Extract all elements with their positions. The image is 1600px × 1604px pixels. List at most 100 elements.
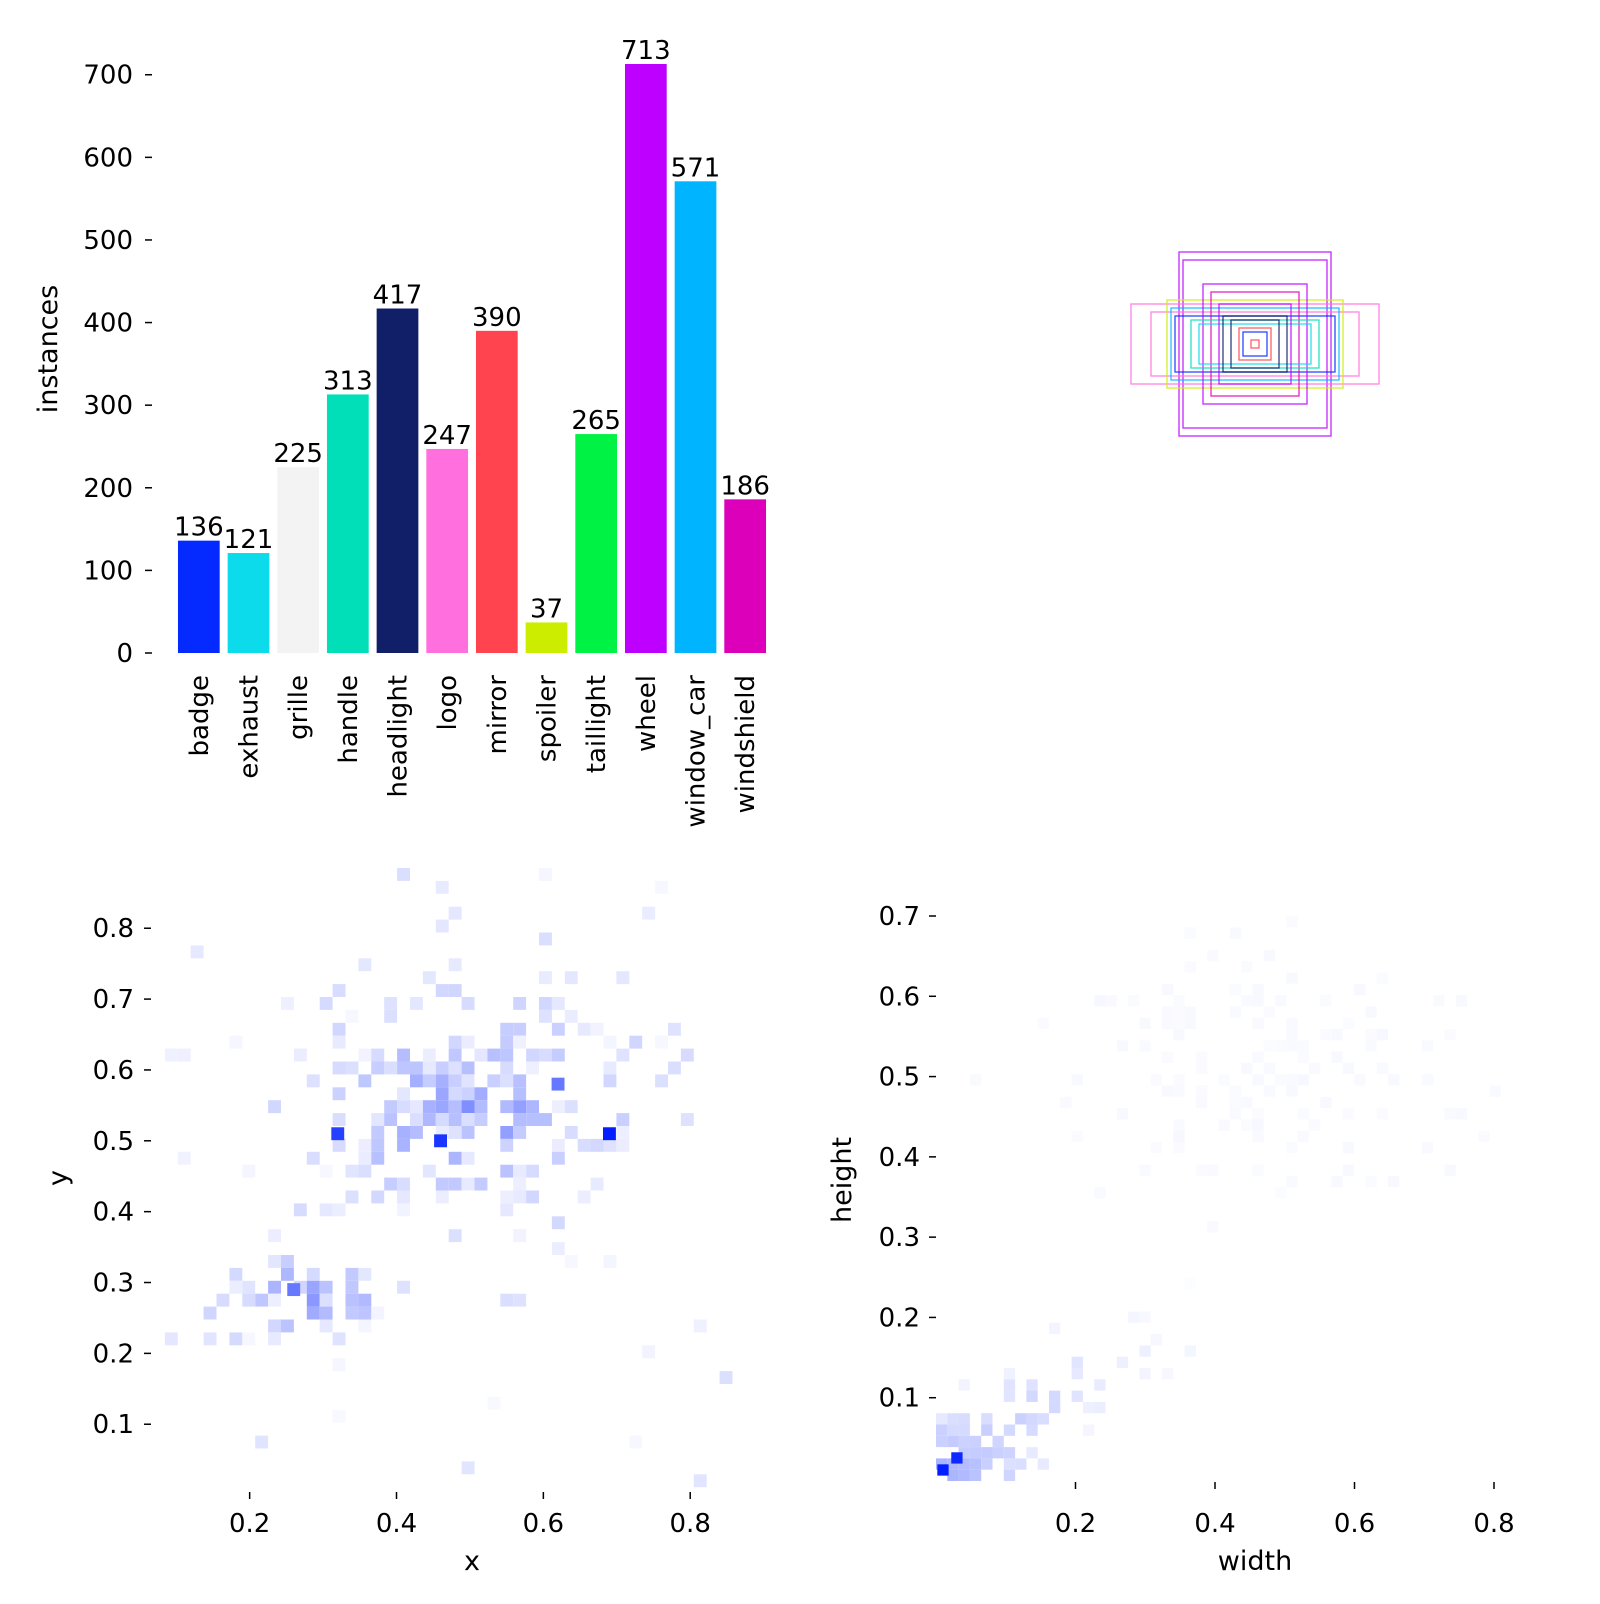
heatmap-cell bbox=[434, 1134, 448, 1148]
heatmap-cell bbox=[1071, 1130, 1083, 1142]
heatmap-cell bbox=[1162, 1017, 1174, 1029]
bar-category-label: window_car bbox=[682, 675, 712, 828]
heatmap-cell bbox=[1286, 1040, 1298, 1052]
heatmap-cell bbox=[448, 984, 462, 997]
heatmap-cell bbox=[1139, 1164, 1151, 1176]
bar-category-label: taillight bbox=[582, 675, 612, 773]
xy-heatmap-ytick-label: 0.4 bbox=[93, 1198, 134, 1228]
heatmap-cell bbox=[345, 1267, 359, 1281]
heatmap-cell bbox=[500, 1126, 514, 1139]
heatmap-cell bbox=[281, 1319, 294, 1333]
heatmap-cell bbox=[371, 1151, 385, 1165]
heatmap-cell bbox=[358, 1074, 372, 1088]
heatmap-cell bbox=[203, 1332, 217, 1346]
heatmap-cell bbox=[500, 1164, 514, 1178]
wh-heatmap-ytick-label: 0.5 bbox=[879, 1063, 920, 1093]
heatmap-cell bbox=[958, 1435, 970, 1448]
xy-heatmap-ylabel: y bbox=[43, 1170, 74, 1186]
heatmap-cell bbox=[422, 1074, 436, 1088]
heatmap-cell bbox=[551, 1022, 565, 1036]
heatmap-cell bbox=[629, 1435, 643, 1449]
heatmap-cell bbox=[577, 1022, 591, 1036]
heatmap-cell bbox=[448, 1229, 462, 1243]
heatmap-cell bbox=[1026, 1413, 1038, 1425]
heatmap-cell bbox=[513, 1035, 527, 1049]
heatmap-cell bbox=[397, 1190, 410, 1204]
wh-heatmap-xtick-label: 0.2 bbox=[1055, 1509, 1096, 1539]
heatmap-cell bbox=[293, 1203, 307, 1217]
heatmap-cell bbox=[397, 1126, 410, 1139]
heatmap-cell bbox=[306, 1306, 320, 1320]
heatmap-cell bbox=[1252, 1051, 1264, 1063]
heatmap-cell bbox=[410, 1100, 423, 1114]
heatmap-cell bbox=[616, 1113, 630, 1126]
heatmap-cell bbox=[319, 1280, 333, 1294]
heatmap-cell bbox=[332, 984, 346, 997]
heatmap-cell bbox=[345, 1190, 359, 1204]
heatmap-cell bbox=[332, 1022, 346, 1036]
heatmap-cell bbox=[1229, 983, 1242, 996]
heatmap-cell bbox=[1229, 1085, 1242, 1097]
bar-value-label: 571 bbox=[671, 153, 721, 183]
heatmap-cell bbox=[564, 1009, 578, 1023]
bar-chart-ytick-label: 600 bbox=[83, 143, 133, 173]
heatmap-cell bbox=[1218, 1074, 1230, 1086]
heatmap-cell bbox=[1184, 927, 1196, 939]
heatmap-cell bbox=[1150, 1142, 1162, 1154]
heatmap-cell bbox=[1162, 1085, 1174, 1097]
heatmap-cell bbox=[371, 1306, 385, 1320]
heatmap-cell bbox=[474, 1100, 488, 1114]
heatmap-cell bbox=[1173, 1085, 1185, 1097]
heatmap-cell bbox=[474, 1177, 488, 1191]
heatmap-cell bbox=[371, 1138, 385, 1152]
heatmap-cell bbox=[1320, 1096, 1332, 1109]
bbox-rect bbox=[1230, 319, 1280, 369]
wh-heatmap-ytick-label: 0.6 bbox=[879, 982, 920, 1012]
heatmap-cell bbox=[1308, 1062, 1321, 1075]
heatmap-cell bbox=[969, 1447, 982, 1459]
heatmap-cell bbox=[539, 997, 552, 1010]
heatmap-cell bbox=[1139, 1345, 1151, 1357]
heatmap-cell bbox=[1455, 995, 1468, 1007]
heatmap-cell bbox=[958, 1458, 970, 1470]
bar-chart-ytick-label: 100 bbox=[83, 556, 133, 586]
heatmap-cell bbox=[461, 1061, 475, 1075]
heatmap-cell bbox=[1286, 1142, 1298, 1154]
heatmap-cell bbox=[1071, 1368, 1083, 1380]
heatmap-cell bbox=[1331, 1175, 1343, 1188]
bar bbox=[177, 540, 220, 653]
bar bbox=[326, 394, 369, 653]
heatmap-cell bbox=[500, 1035, 514, 1049]
heatmap-cell bbox=[435, 1177, 449, 1191]
heatmap-cell bbox=[1286, 916, 1298, 928]
heatmap-cell bbox=[345, 1280, 359, 1294]
heatmap-cell bbox=[1297, 1130, 1309, 1142]
heatmap-cell bbox=[332, 1332, 346, 1346]
heatmap-cell bbox=[1116, 1040, 1129, 1052]
heatmap-cell bbox=[306, 1074, 320, 1088]
heatmap-cell bbox=[1241, 961, 1253, 973]
heatmap-cell bbox=[358, 958, 372, 972]
heatmap-cell bbox=[229, 1332, 243, 1346]
bar-chart-panel: instances 0 100 200 300 400 500 600 700 136 badge… bbox=[33, 36, 770, 828]
heatmap-cell bbox=[1342, 1062, 1355, 1075]
heatmap-cell bbox=[410, 1074, 423, 1088]
heatmap-cell bbox=[448, 1100, 462, 1114]
heatmap-cell bbox=[1433, 995, 1445, 1007]
heatmap-cell bbox=[487, 1074, 501, 1088]
heatmap-cell bbox=[487, 1396, 501, 1410]
heatmap-cell bbox=[1003, 1379, 1016, 1391]
heatmap-cell bbox=[1263, 949, 1275, 962]
heatmap-cell bbox=[1082, 1401, 1095, 1414]
heatmap-cell bbox=[564, 1100, 578, 1114]
heatmap-cell bbox=[1376, 1062, 1388, 1075]
heatmap-cell bbox=[551, 1216, 565, 1230]
bbox-rect bbox=[1150, 311, 1360, 377]
heatmap-cell bbox=[268, 1332, 281, 1346]
heatmap-cell bbox=[1241, 1119, 1253, 1131]
heatmap-cell bbox=[992, 1447, 1004, 1459]
heatmap-cell bbox=[1252, 1108, 1264, 1120]
heatmap-cell bbox=[371, 1113, 385, 1126]
heatmap-cell bbox=[539, 932, 552, 946]
